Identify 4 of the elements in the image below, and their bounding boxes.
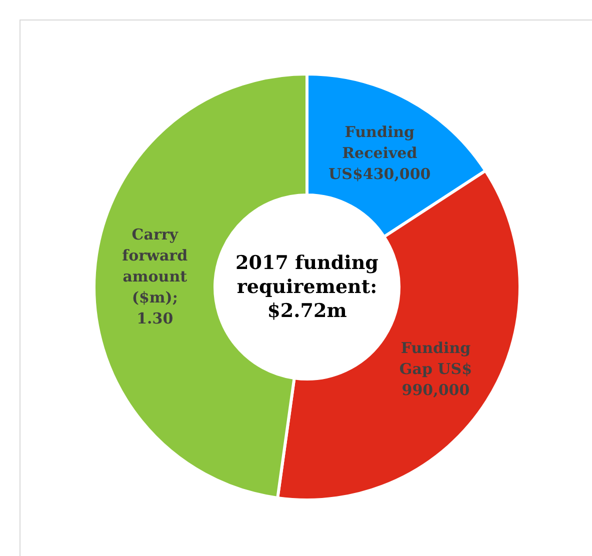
text: 2017 funding requirement: $2.72m — [236, 252, 378, 322]
slice-label: Funding Received US$430,000 — [328, 122, 431, 183]
slice-label: Funding Gap US$ 990,000 — [399, 338, 472, 399]
slice-label: Carry forward amount ($m); 1.30 — [122, 225, 188, 328]
